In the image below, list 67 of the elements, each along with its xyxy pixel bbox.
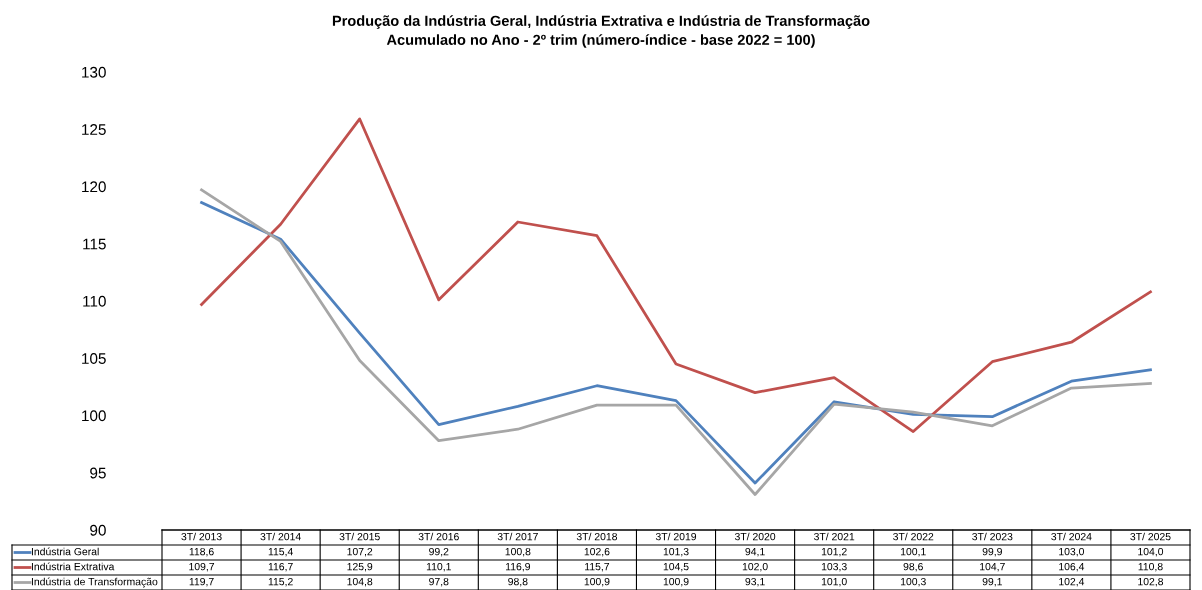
y-tick-label: 90 (90, 524, 106, 536)
x-tick-label: 3T/ 2021 (813, 532, 855, 541)
x-tick-label: 3T/ 2023 (972, 532, 1013, 541)
data-label: 100,8 (505, 547, 531, 557)
y-tick-label: 110 (83, 295, 106, 307)
data-label: 100,9 (584, 577, 610, 587)
data-label: 118,6 (189, 547, 214, 557)
data-label: 116,9 (505, 562, 530, 572)
data-label: 102,0 (742, 562, 768, 572)
y-tick-label: 115 (83, 238, 106, 250)
x-tick-label: 3T/ 2024 (1051, 532, 1092, 541)
data-label: 103,0 (1059, 547, 1085, 557)
data-label: 106,4 (1059, 562, 1085, 572)
data-label: 100,9 (663, 577, 689, 587)
data-label: 101,3 (663, 547, 689, 557)
x-tick-label: 3T/ 2013 (181, 532, 222, 541)
data-label: 99,1 (982, 577, 1002, 587)
data-label: 99,2 (429, 547, 449, 557)
x-tick-label: 3T/ 2015 (339, 532, 380, 541)
data-label: 125,9 (347, 562, 373, 572)
x-tick-label: 3T/ 2022 (893, 532, 934, 541)
data-label: 104,7 (980, 562, 1005, 572)
legend-label: Indústria Extrativa (31, 562, 115, 571)
data-label: 102,8 (1138, 577, 1164, 587)
data-label: 101,2 (821, 547, 847, 557)
data-label: 110,8 (1138, 562, 1163, 572)
data-label: 103,3 (821, 562, 847, 572)
data-label: 110,1 (426, 562, 451, 572)
data-label: 98,8 (508, 577, 528, 587)
y-tick-label: 95 (90, 467, 106, 479)
data-label: 98,6 (903, 562, 923, 572)
line-series (200, 117, 1152, 433)
data-label: 104,5 (663, 562, 689, 572)
data-label: 102,6 (584, 547, 610, 557)
data-label: 115,4 (268, 548, 293, 557)
data-label: 104,0 (1138, 547, 1164, 557)
data-label: 104,8 (347, 577, 373, 587)
data-label: 100,1 (900, 547, 926, 557)
y-tick-label: 120 (82, 181, 106, 193)
data-label: 119,7 (189, 577, 214, 587)
x-tick-label: 3T/ 2019 (655, 532, 697, 541)
data-label: 115,2 (268, 577, 293, 587)
data-label: 94,1 (745, 547, 765, 557)
data-label: 97,8 (429, 577, 449, 587)
y-tick-label: 100 (82, 410, 106, 422)
x-tick-label: 3T/ 2017 (497, 532, 538, 541)
y-tick-label: 130 (82, 66, 106, 78)
legend-label: Indústria de Transformação (31, 577, 158, 588)
x-tick-label: 3T/ 2016 (418, 532, 459, 541)
y-tick-label: 105 (82, 353, 106, 364)
y-tick-label: 125 (82, 124, 106, 135)
chart-title: Produção da Indústria Geral, Indústria Extrativa e Indústria de Transformação (332, 15, 870, 29)
data-label: 115,7 (585, 563, 610, 572)
data-label: 100,3 (900, 577, 926, 587)
chart-subtitle: Acumulado no Ano - 2º trim (número-índice - base 2022 = 100) (386, 34, 815, 48)
x-tick-label: 3T/ 2014 (260, 532, 301, 541)
x-tick-label: 3T/ 2018 (576, 532, 618, 541)
x-tick-label: 3T/ 2020 (734, 532, 776, 541)
data-label: 99,9 (982, 547, 1002, 557)
legend-label: Indústria Geral (31, 547, 99, 556)
data-label: 101,0 (821, 577, 847, 587)
x-tick-label: 3T/ 2025 (1130, 532, 1171, 541)
data-label: 107,2 (347, 547, 373, 557)
data-label: 109,7 (189, 562, 215, 572)
data-label: 116,7 (268, 562, 293, 572)
data-label: 93,1 (745, 577, 765, 587)
data-label: 102,4 (1059, 577, 1085, 587)
